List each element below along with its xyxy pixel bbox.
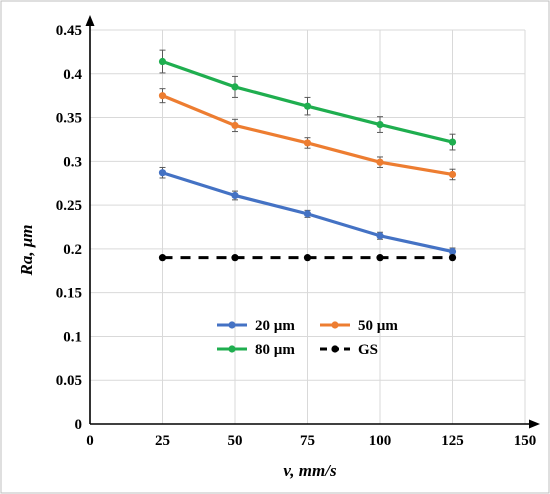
data-point <box>158 169 167 177</box>
legend-label: 80 µm <box>255 342 295 358</box>
legend-marker <box>228 345 236 353</box>
y-tick-label: 0.3 <box>63 154 82 170</box>
data-point <box>231 83 239 91</box>
data-point <box>448 138 457 146</box>
y-tick-label: 0.45 <box>56 23 82 39</box>
y-tick-label: 0.1 <box>63 329 82 345</box>
y-tick-label: 0.25 <box>56 198 82 214</box>
y-tick-label: 0.2 <box>63 242 82 258</box>
x-tick-label: 100 <box>369 433 392 449</box>
series-4 <box>158 254 457 262</box>
x-tick-label: 25 <box>155 433 170 449</box>
data-point <box>376 158 384 166</box>
legend-item: 80 µm <box>217 342 295 358</box>
data-point <box>376 232 384 240</box>
x-tick-label: 50 <box>228 433 243 449</box>
data-point <box>448 170 457 179</box>
data-point <box>303 254 312 262</box>
data-point <box>231 254 239 262</box>
y-tick-label: 0.05 <box>56 373 82 389</box>
series-2 <box>158 88 457 181</box>
legend-item: 20 µm <box>217 318 295 334</box>
data-point <box>158 57 167 66</box>
legend-label: 50 µm <box>358 318 398 334</box>
x-tick-label: 150 <box>514 433 537 449</box>
y-tick-label: 0.15 <box>56 286 82 302</box>
legend-marker <box>228 321 236 329</box>
y-tick-label: 0 <box>75 417 83 433</box>
legend-marker <box>331 345 339 353</box>
y-tick-label: 0.35 <box>56 111 82 127</box>
legend-item: GS <box>320 342 378 358</box>
data-point <box>158 254 167 262</box>
series-3 <box>158 49 457 151</box>
y-tick-label: 0.4 <box>63 67 82 83</box>
legend: 20 µm 50 µm 80 µm GS <box>217 318 398 358</box>
x-tick-label: 125 <box>441 433 464 449</box>
y-axis-title: Ra, μm <box>17 224 36 276</box>
x-tick-label: 75 <box>300 433 315 449</box>
data-point <box>448 247 457 256</box>
axis-labels: v, mm/s Ra, μm <box>17 224 337 480</box>
legend-marker <box>331 321 339 329</box>
x-axis-title: v, mm/s <box>283 461 337 480</box>
data-point <box>231 121 239 130</box>
x-tick-label: 0 <box>86 433 94 449</box>
legend-label: GS <box>358 342 378 358</box>
data-point <box>303 102 312 110</box>
y-axis-arrow <box>85 15 95 26</box>
data-point <box>303 210 312 218</box>
data-point <box>448 254 457 262</box>
data-point <box>376 120 384 129</box>
series-layer <box>158 49 457 262</box>
data-point <box>231 191 239 200</box>
legend-label: 20 µm <box>255 318 295 334</box>
data-point <box>376 254 384 262</box>
data-point <box>303 139 312 147</box>
series-1 <box>158 166 457 256</box>
data-point <box>158 92 167 100</box>
axes: 0 0.05 0.1 0.15 0.2 0.25 0.3 0.35 0.4 0.45 0 25 50 75… <box>56 15 540 449</box>
legend-item: 50 µm <box>320 318 398 334</box>
x-axis-arrow <box>529 419 540 429</box>
